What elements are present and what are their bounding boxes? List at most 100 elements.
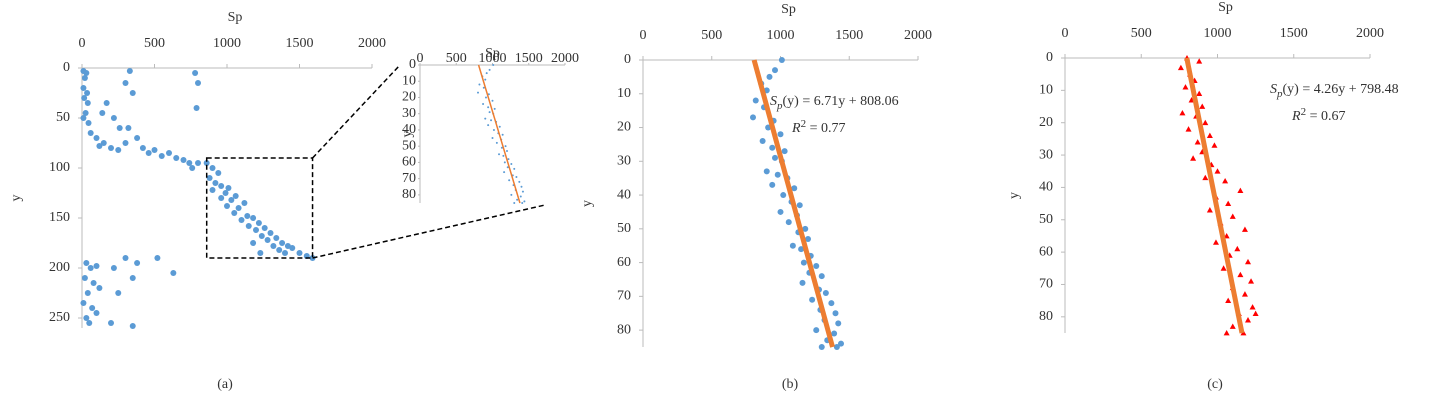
point — [778, 57, 785, 63]
point — [129, 323, 136, 329]
point — [1252, 310, 1259, 316]
point — [267, 230, 274, 236]
x-axis-label: Sp — [485, 46, 500, 61]
fit-line — [477, 64, 521, 204]
caption: (c) — [1207, 377, 1223, 392]
point — [250, 240, 257, 246]
point — [1223, 330, 1230, 336]
point — [253, 227, 259, 233]
point — [493, 107, 496, 110]
point — [1214, 168, 1221, 174]
point — [1229, 323, 1236, 329]
y-tick-label: 0 — [63, 60, 70, 75]
point — [225, 185, 232, 191]
eq-body: (y) = 6.71y + 808.06 — [783, 94, 899, 109]
point — [750, 114, 756, 121]
point — [800, 259, 807, 266]
point — [832, 310, 839, 317]
point — [129, 275, 136, 281]
point — [100, 140, 107, 146]
point — [774, 171, 781, 178]
point — [81, 95, 88, 101]
point — [1182, 84, 1189, 90]
point — [134, 135, 141, 141]
point — [270, 243, 277, 249]
point — [1177, 64, 1184, 71]
point — [103, 100, 110, 106]
point — [296, 250, 303, 256]
point — [115, 147, 122, 153]
y-axis-label: y — [580, 200, 595, 207]
point — [264, 237, 271, 243]
point — [282, 250, 288, 256]
point — [82, 110, 89, 116]
y-axis-label: y — [9, 195, 24, 202]
y-tick-label: 0 — [624, 52, 631, 67]
point — [86, 320, 93, 326]
y-tick-label: 200 — [49, 260, 70, 275]
point — [257, 250, 264, 256]
point — [813, 327, 820, 334]
point — [245, 223, 252, 229]
point — [151, 147, 158, 153]
point — [139, 145, 146, 151]
point — [796, 202, 803, 209]
r-squared: R2 = 0.67 — [1291, 106, 1345, 125]
point — [87, 130, 94, 136]
point — [503, 171, 506, 174]
y-tick-label: 20 — [402, 90, 416, 105]
point — [482, 86, 485, 89]
point — [487, 124, 490, 127]
y-axis-label: y — [400, 131, 415, 138]
r-body: = 0.77 — [806, 121, 845, 136]
y-tick-label: 0 — [409, 57, 416, 72]
point — [485, 72, 488, 75]
y-tick-label: 40 — [1039, 180, 1053, 195]
y-tick-label: 80 — [617, 322, 631, 337]
point — [502, 154, 505, 157]
point — [809, 296, 816, 303]
point — [1194, 139, 1201, 145]
x-tick-label: 1500 — [515, 51, 543, 66]
point — [126, 68, 133, 74]
point — [763, 168, 770, 175]
point — [798, 246, 805, 253]
point — [166, 150, 172, 156]
point — [507, 158, 510, 161]
point — [255, 220, 262, 226]
x-tick-label: 2000 — [904, 28, 932, 43]
point — [122, 140, 129, 146]
y-tick-label: 50 — [402, 138, 416, 153]
point — [482, 102, 485, 105]
point — [279, 240, 286, 246]
point — [193, 105, 200, 111]
y-tick-label: 50 — [617, 221, 631, 236]
point — [238, 217, 245, 223]
point — [1237, 187, 1244, 194]
point — [519, 195, 522, 198]
x-tick-label: 2000 — [551, 51, 579, 66]
point — [89, 305, 96, 311]
point — [516, 198, 519, 201]
y-tick-label: 70 — [402, 171, 416, 186]
point — [791, 185, 798, 192]
point — [215, 170, 222, 176]
y-tick-label: 40 — [617, 187, 631, 202]
eq-subscript: p — [1276, 88, 1283, 100]
point — [80, 115, 87, 121]
point — [780, 192, 787, 199]
x-tick-label: 500 — [1131, 26, 1152, 41]
point — [513, 167, 516, 170]
point — [491, 137, 494, 140]
zoom-connector — [312, 64, 401, 159]
y-tick-label: 100 — [49, 160, 70, 175]
point — [822, 289, 829, 296]
eq-body: (y) = 4.26y + 798.48 — [1283, 82, 1399, 97]
point — [235, 205, 242, 211]
point — [487, 106, 490, 109]
point — [110, 265, 117, 271]
r-superscript: 2 — [801, 118, 807, 130]
x-tick-label: 0 — [417, 51, 424, 66]
point — [1212, 239, 1219, 245]
point — [203, 160, 210, 166]
